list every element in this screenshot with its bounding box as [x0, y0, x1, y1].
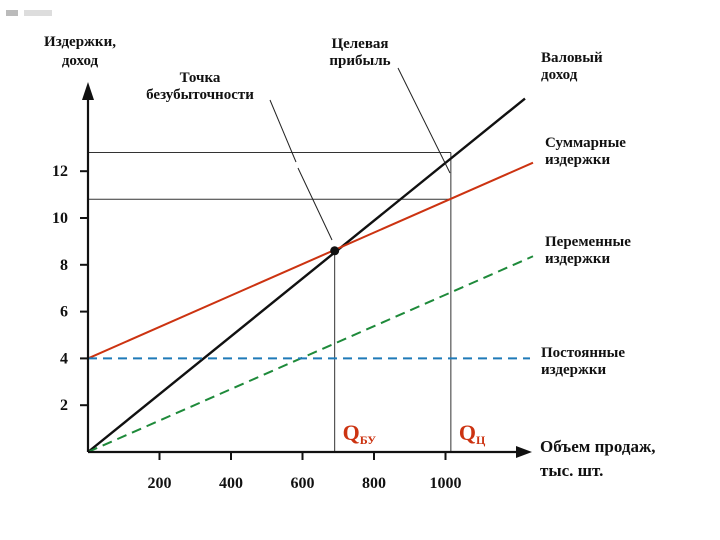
series-label-fixed: Постоянные издержки — [541, 345, 625, 378]
breakeven-leader-top — [269, 99, 297, 163]
y-axis-title: Издержки, доход — [44, 34, 116, 69]
guide-lines — [88, 151, 452, 452]
series-label-variable: Переменные издержки — [545, 234, 631, 267]
y-tick-label: 4 — [60, 350, 68, 367]
series-lines — [87, 97, 534, 453]
series-label-total: Суммарные издержки — [545, 135, 626, 168]
x-tick-label: 800 — [362, 475, 386, 492]
series-label-revenue: Валовый доход — [541, 50, 603, 83]
x-tick-label: 600 — [291, 475, 315, 492]
axes: 2 4 6 8 10 12 200 400 600 800 1000 — [52, 82, 532, 492]
y-tick-label: 10 — [52, 210, 68, 227]
series-line-revenue — [87, 97, 526, 453]
quantity-label-q_bu: QБУ — [343, 420, 377, 447]
y-tick-label: 12 — [52, 163, 68, 180]
y-axis-arrow — [82, 82, 94, 100]
series-line-total — [87, 161, 534, 360]
target-leader — [397, 67, 451, 174]
target-profit-label: Целевая прибыль — [329, 36, 390, 69]
x-tick-label: 200 — [148, 475, 172, 492]
x-tick-label: 1000 — [430, 475, 462, 492]
labels: Валовый доход Суммарные издержки Переменные и… — [6, 10, 656, 480]
x-axis-title: Объем продаж, тыс. шт. — [540, 437, 656, 480]
y-tick-label: 2 — [60, 397, 68, 414]
y-tick-label: 6 — [60, 304, 68, 321]
x-tick-label: 400 — [219, 475, 243, 492]
breakeven-label: Точка безубыточности — [146, 70, 254, 103]
y-tick-label: 8 — [60, 257, 68, 274]
corner-mark — [24, 10, 52, 16]
corner-mark — [6, 10, 18, 16]
x-axis-arrow — [516, 446, 532, 458]
series-line-variable — [87, 255, 534, 453]
breakeven-leader — [297, 167, 333, 241]
quantity-label-q_c: QЦ — [459, 420, 486, 447]
breakeven-point — [330, 246, 340, 256]
